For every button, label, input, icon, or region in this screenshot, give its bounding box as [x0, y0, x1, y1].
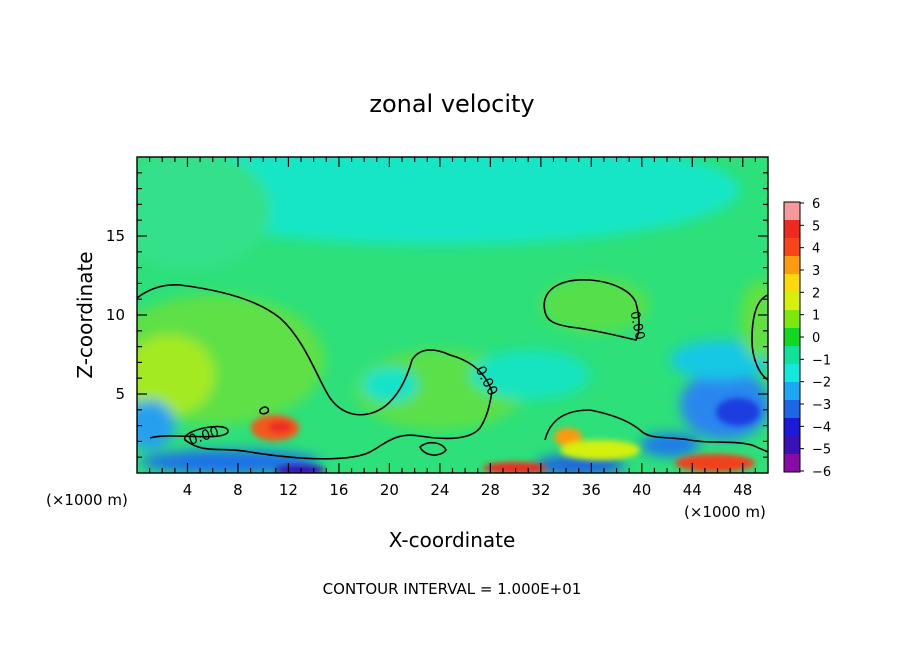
field-orange-max	[554, 428, 582, 446]
chart-title: zonal velocity	[369, 90, 534, 118]
colorbar-tick-label: −3	[812, 398, 831, 413]
colorbar-swatch	[784, 418, 800, 437]
colorbar-tick-label: −2	[812, 376, 831, 391]
colorbar: 6 5 4 3 2 1 0 −1 −2 −3 −4 −5 −6	[783, 197, 831, 480]
colorbar-tick-label: 0	[812, 331, 820, 346]
colorbar-swatch	[784, 292, 800, 311]
field-red-bottom-1	[483, 462, 547, 473]
field-yellow-bottom	[560, 440, 640, 460]
colorbar-tick-label: −4	[812, 420, 831, 435]
colorbar-swatch	[784, 220, 800, 239]
contour-zero-right-edge	[751, 294, 768, 381]
colorbar-tick-label: 4	[812, 242, 820, 257]
y-axis-ticks: 5 10 15	[106, 172, 768, 458]
x-tick-label: 12	[279, 481, 298, 499]
field-cyan-right	[670, 340, 768, 380]
contour-zero-bottom-center	[544, 409, 768, 453]
field-bottom-blue-3	[640, 433, 700, 457]
colorbar-swatch	[784, 256, 800, 275]
colorbar-swatch	[784, 238, 800, 257]
y-tick-label: 15	[106, 227, 125, 245]
colorbar-tick-label: 6	[812, 197, 820, 212]
colorbar-swatch	[784, 274, 800, 293]
x-unit-left: (×1000 m)	[46, 491, 128, 509]
contour-zero-tiny-loop	[259, 406, 270, 415]
field-purple-bottom	[275, 465, 325, 473]
contour-label-3: 0.00	[626, 310, 647, 341]
y-tick-label: 10	[106, 306, 125, 324]
field-darkblue-right	[716, 398, 760, 426]
colorbar-swatch	[784, 436, 800, 455]
x-tick-label: 4	[183, 481, 193, 499]
contour-lines	[137, 279, 768, 460]
heatmap-field	[137, 157, 768, 473]
x-tick-label: 32	[531, 481, 550, 499]
x-tick-label: 48	[733, 481, 752, 499]
colorbar-swatch	[784, 364, 800, 383]
colorbar-tick-label: −5	[812, 443, 831, 458]
field-blue-left	[137, 400, 175, 450]
contour-zero-upper-right	[543, 279, 640, 341]
x-axis-label: X-coordinate	[389, 528, 516, 552]
colorbar-tick-label: 2	[812, 286, 820, 301]
x-tick-label: 16	[329, 481, 348, 499]
colorbar-swatch	[784, 346, 800, 365]
contour-interval-note: CONTOUR INTERVAL = 1.000E+01	[323, 580, 582, 598]
colorbar-swatch	[784, 454, 800, 473]
colorbar-swatch	[784, 202, 800, 221]
contour-zero-main	[137, 284, 493, 460]
field-cyan-patch-2	[470, 350, 590, 400]
colorbar-tick-label: 5	[812, 219, 820, 234]
x-tick-label: 40	[632, 481, 651, 499]
x-tick-label: 24	[430, 481, 449, 499]
x-tick-label: 28	[481, 481, 500, 499]
colorbar-swatch	[784, 400, 800, 419]
colorbar-swatch	[784, 310, 800, 329]
x-tick-label: 20	[380, 481, 399, 499]
field-red-core-1	[268, 421, 292, 433]
field-cyan-patch-1	[362, 367, 418, 403]
contour-zero-small-loop	[419, 441, 447, 456]
x-tick-label: 8	[233, 481, 243, 499]
field-red-bottom-2	[675, 454, 755, 472]
x-tick-label: 36	[582, 481, 601, 499]
field-green-far-right	[740, 280, 768, 360]
field-left-core	[137, 335, 215, 415]
colorbar-swatch	[784, 328, 800, 347]
field-upper-cyan	[140, 157, 740, 245]
field-upper-green-left	[137, 157, 270, 270]
x-axis-ticks: 4 8 12 16 20 24 28 32 36 40 44 48	[149, 157, 756, 499]
field-right-lobe	[540, 277, 650, 333]
colorbar-tick-label: −1	[812, 353, 831, 368]
colorbar-tick-label: 1	[812, 309, 820, 324]
colorbar-tick-label: 3	[812, 264, 820, 279]
y-axis-label: Z-coordinate	[73, 251, 97, 378]
y-tick-label: 5	[115, 385, 125, 403]
x-unit-right: (×1000 m)	[684, 503, 766, 521]
colorbar-swatch	[784, 382, 800, 401]
colorbar-tick-label: −6	[812, 465, 831, 480]
x-tick-label: 44	[683, 481, 702, 499]
